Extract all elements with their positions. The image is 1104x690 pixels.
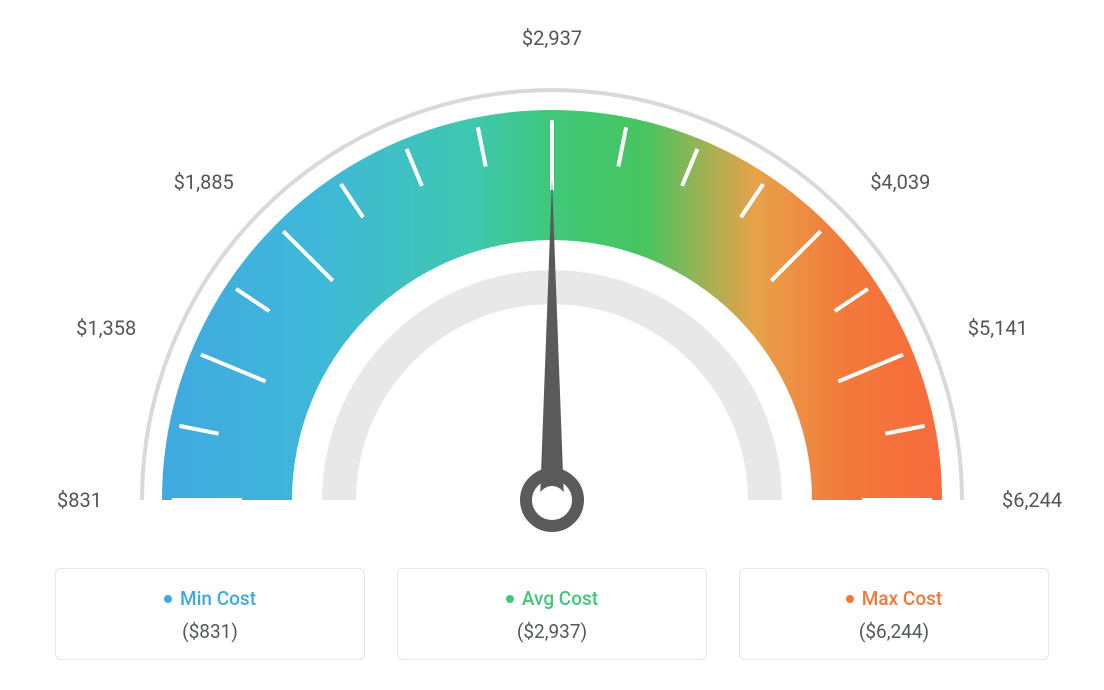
dot-icon bbox=[506, 595, 514, 603]
legend-value-max: ($6,244) bbox=[740, 620, 1048, 643]
needle-hub-hole bbox=[538, 486, 566, 514]
tick-label: $4,039 bbox=[870, 170, 930, 194]
legend-card-min: Min Cost ($831) bbox=[55, 568, 365, 660]
legend-row: Min Cost ($831) Avg Cost ($2,937) Max Co… bbox=[55, 568, 1049, 660]
tick-label: $5,141 bbox=[968, 316, 1028, 340]
dot-icon bbox=[164, 595, 172, 603]
legend-title-avg: Avg Cost bbox=[506, 587, 598, 610]
tick-label: $1,885 bbox=[174, 170, 234, 194]
tick-label: $2,937 bbox=[522, 26, 582, 50]
gauge-container: $831$1,358$1,885$2,937$4,039$5,141$6,244 bbox=[102, 50, 1002, 550]
gauge-svg bbox=[102, 50, 1002, 550]
legend-title-min: Min Cost bbox=[164, 587, 256, 610]
gauge-chart-wrapper: $831$1,358$1,885$2,937$4,039$5,141$6,244… bbox=[0, 0, 1104, 690]
legend-label-min: Min Cost bbox=[180, 587, 256, 610]
legend-value-avg: ($2,937) bbox=[398, 620, 706, 643]
legend-label-max: Max Cost bbox=[862, 587, 942, 610]
tick-label: $6,244 bbox=[1002, 488, 1062, 512]
legend-card-avg: Avg Cost ($2,937) bbox=[397, 568, 707, 660]
legend-card-max: Max Cost ($6,244) bbox=[739, 568, 1049, 660]
legend-value-min: ($831) bbox=[56, 620, 364, 643]
legend-title-max: Max Cost bbox=[846, 587, 942, 610]
tick-label: $831 bbox=[57, 488, 102, 512]
dot-icon bbox=[846, 595, 854, 603]
tick-label: $1,358 bbox=[76, 316, 136, 340]
legend-label-avg: Avg Cost bbox=[522, 587, 598, 610]
